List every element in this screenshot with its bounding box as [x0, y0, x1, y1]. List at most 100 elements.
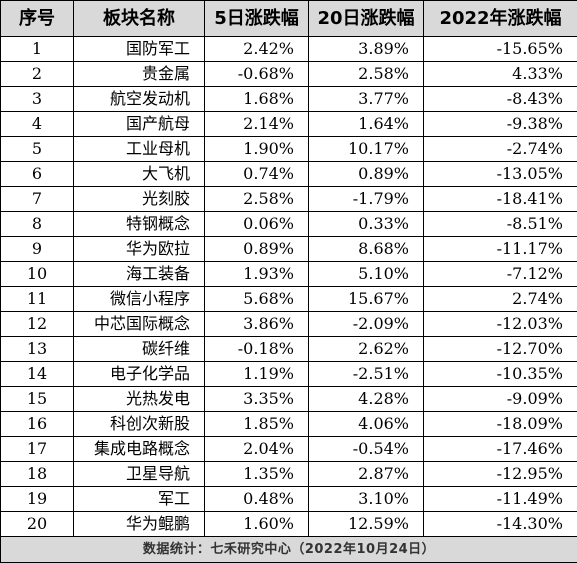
row-index-cell: 20	[1, 512, 74, 537]
header-5day-change: 5日涨跌幅	[205, 1, 309, 37]
row-index-cell: 17	[1, 437, 74, 462]
row-index-cell: 8	[1, 212, 74, 237]
row-index-cell: 7	[1, 187, 74, 212]
row-index-cell: 1	[1, 37, 74, 62]
change-20day-cell: -0.54%	[309, 437, 424, 462]
change-5day-cell: 5.68%	[205, 287, 309, 312]
change-20day-cell: 15.67%	[309, 287, 424, 312]
change-5day-cell: 0.06%	[205, 212, 309, 237]
change-5day-cell: 1.35%	[205, 462, 309, 487]
change-2022-cell: -2.74%	[424, 137, 577, 162]
sector-name-cell: 贵金属	[74, 62, 205, 87]
sector-name-cell: 海工装备	[74, 262, 205, 287]
change-5day-cell: -0.68%	[205, 62, 309, 87]
change-20day-cell: 2.62%	[309, 337, 424, 362]
sector-name-cell: 华为欧拉	[74, 237, 205, 262]
change-5day-cell: 1.68%	[205, 87, 309, 112]
change-20day-cell: 2.58%	[309, 62, 424, 87]
change-5day-cell: 0.89%	[205, 237, 309, 262]
sector-name-cell: 特钢概念	[74, 212, 205, 237]
header-row: 序号 板块名称 5日涨跌幅 20日涨跌幅 2022年涨跌幅	[1, 1, 577, 37]
change-5day-cell: 3.35%	[205, 387, 309, 412]
change-5day-cell: 2.04%	[205, 437, 309, 462]
sector-name-cell: 科创次新股	[74, 412, 205, 437]
change-20day-cell: 0.33%	[309, 212, 424, 237]
change-20day-cell: 3.77%	[309, 87, 424, 112]
change-20day-cell: 3.89%	[309, 37, 424, 62]
footer-row: 数据统计：七禾研究中心（2022年10月24日）	[1, 537, 577, 563]
header-index: 序号	[1, 1, 74, 37]
row-index-cell: 14	[1, 362, 74, 387]
row-index-cell: 6	[1, 162, 74, 187]
change-20day-cell: 4.28%	[309, 387, 424, 412]
change-2022-cell: -9.38%	[424, 112, 577, 137]
change-20day-cell: 12.59%	[309, 512, 424, 537]
change-20day-cell: 5.10%	[309, 262, 424, 287]
change-5day-cell: 1.85%	[205, 412, 309, 437]
change-2022-cell: 4.33%	[424, 62, 577, 87]
change-5day-cell: 0.48%	[205, 487, 309, 512]
change-5day-cell: 2.58%	[205, 187, 309, 212]
change-20day-cell: -1.79%	[309, 187, 424, 212]
change-2022-cell: -9.09%	[424, 387, 577, 412]
change-2022-cell: -8.51%	[424, 212, 577, 237]
change-2022-cell: -15.65%	[424, 37, 577, 62]
change-2022-cell: -11.17%	[424, 237, 577, 262]
data-source-note: 数据统计：七禾研究中心（2022年10月24日）	[1, 537, 577, 563]
sector-name-cell: 卫星导航	[74, 462, 205, 487]
change-5day-cell: 2.42%	[205, 37, 309, 62]
sector-name-cell: 电子化学品	[74, 362, 205, 387]
header-sector-name: 板块名称	[74, 1, 205, 37]
change-2022-cell: -18.41%	[424, 187, 577, 212]
change-20day-cell: 1.64%	[309, 112, 424, 137]
sector-name-cell: 中芯国际概念	[74, 312, 205, 337]
change-5day-cell: 0.74%	[205, 162, 309, 187]
change-2022-cell: -13.05%	[424, 162, 577, 187]
header-20day-change: 20日涨跌幅	[309, 1, 424, 37]
change-2022-cell: -12.95%	[424, 462, 577, 487]
row-index-cell: 15	[1, 387, 74, 412]
change-5day-cell: -0.18%	[205, 337, 309, 362]
row-index-cell: 9	[1, 237, 74, 262]
change-2022-cell: -12.03%	[424, 312, 577, 337]
change-20day-cell: -2.09%	[309, 312, 424, 337]
change-2022-cell: -12.70%	[424, 337, 577, 362]
change-2022-cell: -18.09%	[424, 412, 577, 437]
row-index-cell: 2	[1, 62, 74, 87]
row-index-cell: 13	[1, 337, 74, 362]
row-index-cell: 19	[1, 487, 74, 512]
change-5day-cell: 1.93%	[205, 262, 309, 287]
sector-name-cell: 光刻胶	[74, 187, 205, 212]
row-index-cell: 10	[1, 262, 74, 287]
change-2022-cell: -10.35%	[424, 362, 577, 387]
row-index-cell: 12	[1, 312, 74, 337]
change-20day-cell: 10.17%	[309, 137, 424, 162]
sector-name-cell: 军工	[74, 487, 205, 512]
change-20day-cell: 0.89%	[309, 162, 424, 187]
row-index-cell: 3	[1, 87, 74, 112]
sector-name-cell: 国防军工	[74, 37, 205, 62]
change-5day-cell: 1.90%	[205, 137, 309, 162]
row-index-cell: 4	[1, 112, 74, 137]
change-5day-cell: 2.14%	[205, 112, 309, 137]
row-index-cell: 5	[1, 137, 74, 162]
change-2022-cell: -7.12%	[424, 262, 577, 287]
